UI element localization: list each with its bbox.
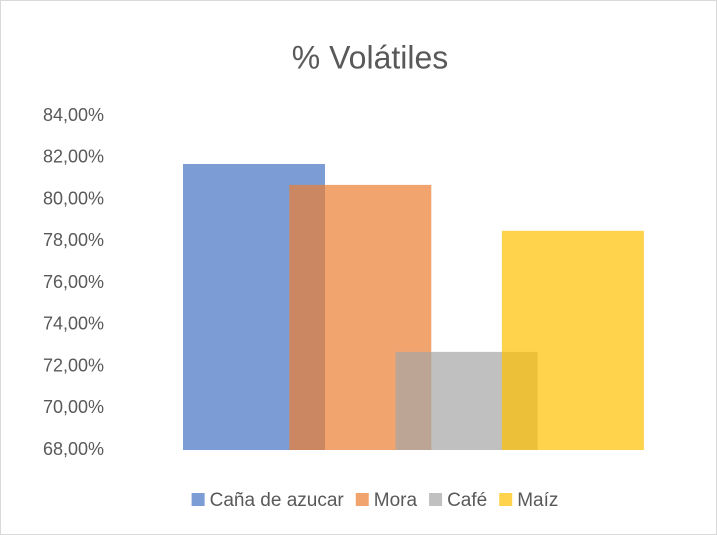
y-tick-label: 76,00% [43, 272, 104, 292]
chart-title: % Volátiles [292, 39, 449, 75]
y-tick-label: 84,00% [43, 105, 104, 125]
legend-label: Mora [374, 490, 418, 511]
y-tick-label: 68,00% [43, 439, 104, 459]
y-tick-label: 82,00% [43, 147, 104, 167]
y-tick-label: 72,00% [43, 355, 104, 375]
legend-swatch [429, 493, 443, 506]
y-tick-label: 80,00% [43, 188, 104, 208]
y-tick-label: 78,00% [43, 230, 104, 250]
legend-label: Café [447, 490, 487, 511]
legend-swatch [191, 493, 205, 506]
legend-swatch [355, 493, 369, 506]
legend-label: Caña de azucar [210, 490, 345, 511]
legend-label: Maíz [517, 490, 558, 511]
y-tick-label: 74,00% [43, 314, 104, 334]
bar [501, 230, 644, 450]
legend-swatch [499, 493, 513, 506]
y-tick-label: 70,00% [43, 397, 104, 417]
